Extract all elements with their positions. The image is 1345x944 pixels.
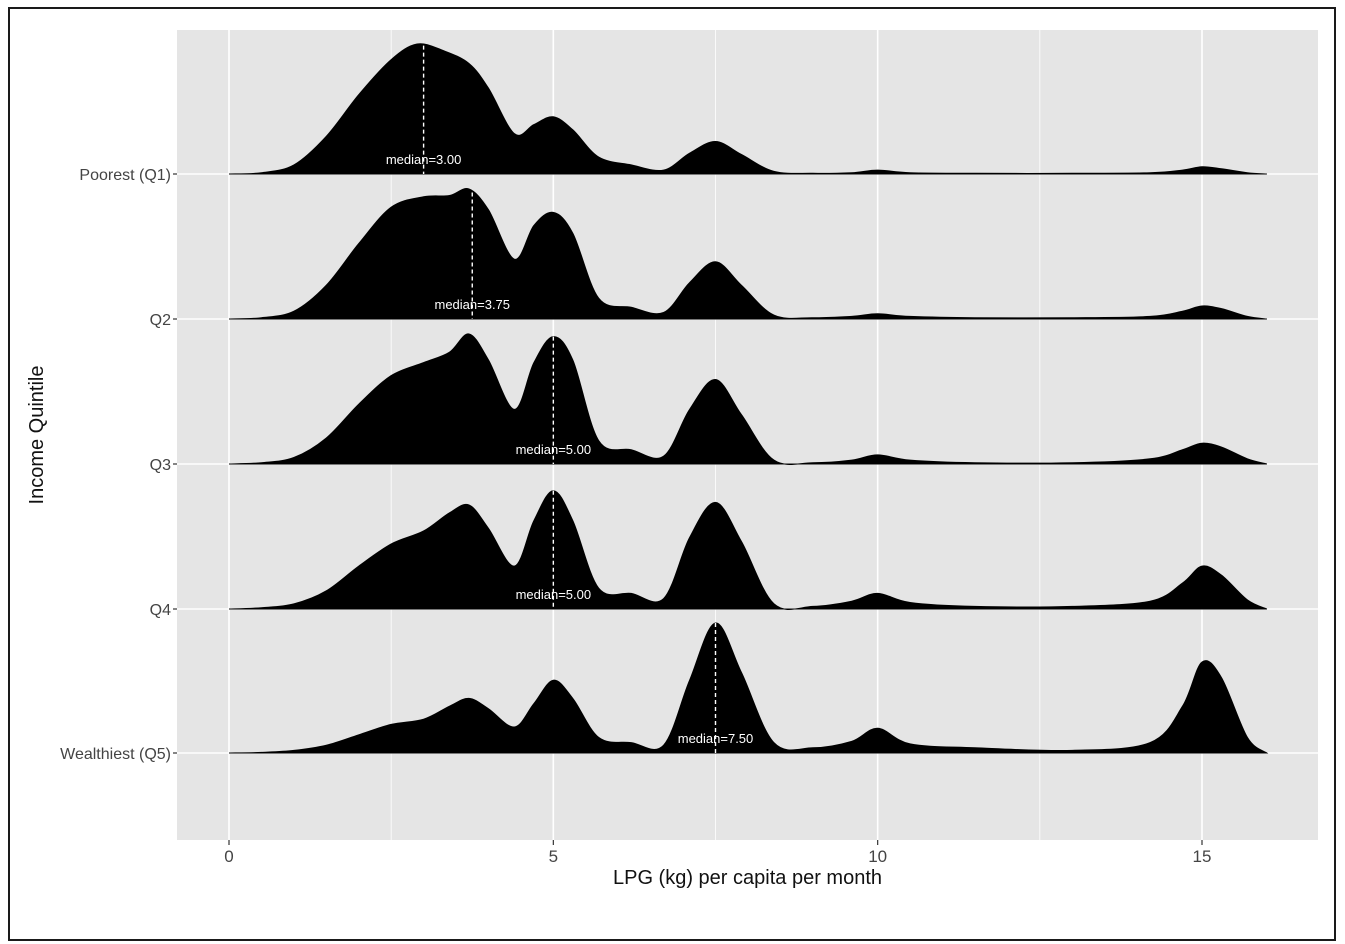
median-label: median=3.75 [434, 297, 510, 312]
y-axis: Poorest (Q1) Q2 Q3 Q4 Wealthiest (Q5) [60, 167, 177, 763]
y-tick-label: Q2 [150, 312, 171, 329]
median-label: median=5.00 [516, 587, 592, 602]
y-tick-label: Poorest (Q1) [79, 167, 171, 184]
density-ridges: median=3.00 median=3.75 median=5.00 median=… [228, 43, 1269, 754]
figure-frame [8, 7, 1336, 941]
y-tick-label: Q3 [150, 457, 171, 474]
density-ridge [228, 333, 1268, 465]
density-ridge [228, 43, 1267, 175]
median-label: median=7.50 [678, 731, 754, 746]
x-tick-label: 5 [549, 847, 558, 866]
x-tick-label: 10 [868, 847, 887, 866]
median-label: median=5.00 [516, 442, 592, 457]
x-tick-label: 0 [224, 847, 233, 866]
y-tick-label: Q4 [150, 602, 171, 619]
y-tick-label: Wealthiest (Q5) [60, 746, 171, 763]
x-axis: 0 5 10 15 [224, 840, 1211, 866]
median-label: median=3.00 [386, 152, 462, 167]
x-axis-title: LPG (kg) per capita per month [613, 867, 882, 889]
x-tick-label: 15 [1193, 847, 1212, 866]
density-ridge [228, 622, 1269, 754]
y-axis-title: Income Quintile [26, 366, 48, 505]
density-ridge [228, 188, 1267, 320]
density-ridge [228, 490, 1268, 610]
